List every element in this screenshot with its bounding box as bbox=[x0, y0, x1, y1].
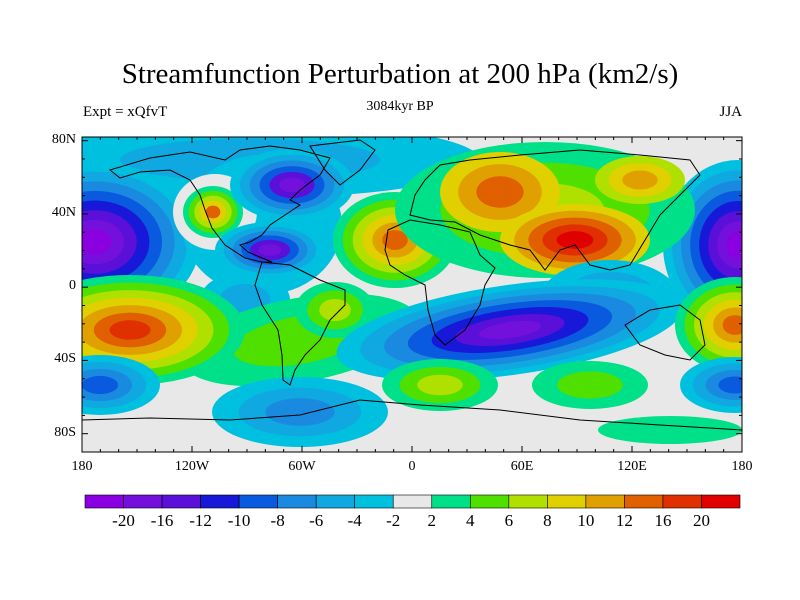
x-tick-label: 0 bbox=[408, 459, 416, 474]
contour-region bbox=[82, 375, 119, 395]
contour-fill bbox=[82, 137, 742, 447]
colorbar-label: -16 bbox=[150, 511, 174, 530]
x-tick-label: 60W bbox=[288, 459, 316, 474]
contour-region bbox=[718, 376, 742, 394]
contour-region bbox=[258, 244, 282, 256]
colorbar-label: -2 bbox=[386, 511, 401, 530]
colorbar-label: 4 bbox=[466, 511, 475, 530]
x-tick-label: 120E bbox=[617, 459, 647, 474]
contour-region bbox=[279, 177, 305, 193]
contour-region bbox=[476, 176, 524, 208]
contour-region bbox=[265, 398, 335, 426]
colorbar-swatch bbox=[354, 494, 394, 509]
colorbar-label: -20 bbox=[112, 511, 135, 530]
y-tick-label: 80N bbox=[51, 131, 76, 147]
contour-region bbox=[479, 320, 541, 340]
colorbar-label: 20 bbox=[692, 511, 710, 530]
contour-region bbox=[417, 374, 463, 396]
colorbar-label: 12 bbox=[615, 511, 633, 530]
coastline-australia bbox=[624, 304, 706, 361]
plot-title: Streamfunction Perturbation at 200 hPa (… bbox=[121, 58, 679, 90]
colorbar-swatch bbox=[277, 494, 317, 509]
contour-region bbox=[622, 170, 658, 190]
colorbar-swatch bbox=[508, 494, 548, 509]
colorbar-label: 2 bbox=[427, 511, 437, 530]
season-label: JJA bbox=[719, 104, 742, 120]
experiment-label: Expt = xQfvT bbox=[83, 104, 168, 120]
colorbar-swatch bbox=[315, 494, 356, 509]
colorbar-label: -10 bbox=[227, 511, 251, 530]
contour-region bbox=[205, 205, 221, 219]
y-tick-label: 40N bbox=[51, 204, 76, 220]
y-tick-label: 0 bbox=[69, 278, 76, 294]
x-tick-label: 180 bbox=[71, 459, 93, 474]
contour-region bbox=[557, 371, 623, 399]
coastline-africa bbox=[384, 219, 496, 346]
contour-region bbox=[109, 320, 151, 340]
colorbar-label: 6 bbox=[504, 511, 514, 530]
contour-region bbox=[82, 229, 112, 255]
contour-region bbox=[722, 315, 742, 335]
coastline-antarctica bbox=[82, 399, 742, 431]
colorbar-swatch bbox=[200, 494, 240, 509]
colorbar-swatch bbox=[392, 494, 433, 509]
colorbar-swatch bbox=[624, 494, 664, 509]
coastline-south-america bbox=[254, 261, 346, 386]
contour-region bbox=[556, 231, 594, 249]
axis-ticks bbox=[81, 137, 743, 453]
colorbar-swatch bbox=[701, 494, 741, 509]
colorbar-swatch bbox=[161, 494, 201, 509]
colorbar-swatch bbox=[547, 494, 587, 509]
x-tick-label: 120W bbox=[174, 459, 210, 474]
colorbar-swatch bbox=[662, 494, 702, 509]
contour-region bbox=[319, 298, 351, 322]
coastline-eurasia bbox=[409, 149, 701, 271]
colorbar-label: -4 bbox=[347, 511, 362, 530]
x-tick-label: 60E bbox=[510, 459, 534, 474]
colorbar bbox=[84, 494, 741, 509]
y-tick-label: 80S bbox=[54, 424, 76, 440]
contour-region bbox=[382, 230, 408, 250]
contour-region bbox=[598, 416, 742, 444]
coastline-greenland bbox=[309, 139, 376, 186]
y-tick-label: 40S bbox=[54, 351, 76, 367]
colorbar-label: 16 bbox=[654, 511, 672, 530]
colorbar-label: 10 bbox=[577, 511, 595, 530]
colorbar-swatch bbox=[469, 494, 510, 509]
colorbar-label: -6 bbox=[309, 511, 324, 530]
colorbar-label: 8 bbox=[543, 511, 552, 530]
colorbar-swatch bbox=[431, 494, 471, 509]
colorbar-swatch bbox=[84, 494, 124, 509]
colorbar-label: -12 bbox=[189, 511, 212, 530]
colorbar-label: -8 bbox=[270, 511, 285, 530]
colorbar-swatch bbox=[123, 494, 163, 509]
coastlines bbox=[82, 139, 742, 431]
contour-region bbox=[726, 231, 742, 259]
coastline-north-america bbox=[108, 145, 331, 263]
x-tick-label: 180 bbox=[731, 459, 753, 474]
time-label: 3084kyr BP bbox=[366, 99, 434, 114]
colorbar-swatch bbox=[238, 494, 278, 509]
colorbar-swatch bbox=[585, 494, 625, 509]
